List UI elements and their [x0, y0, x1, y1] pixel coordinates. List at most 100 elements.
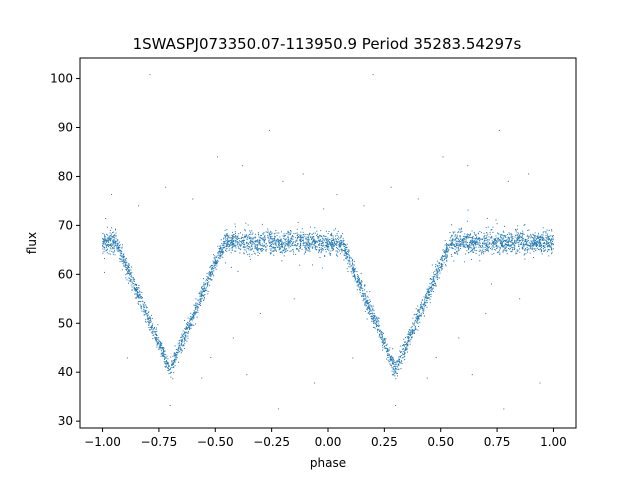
data-point [539, 245, 541, 247]
data-point [475, 241, 477, 243]
data-point [170, 368, 172, 370]
data-point [534, 236, 536, 238]
data-point [325, 245, 327, 247]
data-point [352, 268, 354, 270]
data-point [148, 324, 150, 326]
data-point [542, 246, 544, 248]
outlier-point [507, 180, 509, 182]
data-point [446, 256, 448, 258]
data-point [219, 251, 220, 253]
data-point [347, 263, 349, 265]
data-point [196, 308, 198, 310]
data-point [254, 246, 256, 248]
data-point [284, 246, 286, 248]
data-point [527, 234, 529, 236]
data-point [146, 306, 148, 308]
data-point [270, 237, 272, 239]
data-point [244, 234, 246, 236]
data-point [486, 236, 488, 238]
data-point [300, 231, 302, 233]
data-point [183, 333, 185, 335]
data-point [452, 247, 454, 249]
data-point [128, 277, 130, 279]
data-point [290, 242, 292, 244]
data-point [488, 242, 490, 244]
data-point [163, 361, 165, 363]
data-point [470, 243, 472, 245]
data-point [297, 244, 299, 246]
data-point [401, 363, 403, 365]
data-point [301, 241, 302, 243]
data-point [193, 316, 195, 318]
outlier-point [293, 298, 295, 300]
data-point [119, 251, 121, 253]
data-point [539, 243, 541, 245]
data-point [460, 227, 462, 229]
data-point [116, 240, 118, 242]
data-point [180, 348, 182, 350]
data-point [454, 234, 456, 236]
data-point [279, 236, 281, 238]
data-point [166, 360, 168, 362]
outlier-point [458, 337, 460, 339]
data-point [222, 245, 224, 247]
data-point [247, 244, 249, 246]
data-point [177, 348, 179, 350]
data-point [292, 245, 294, 247]
data-point [278, 245, 280, 247]
data-point [179, 343, 181, 345]
data-point [394, 363, 396, 365]
data-point [281, 251, 283, 253]
data-point [162, 354, 164, 356]
data-point [113, 231, 115, 233]
data-point [354, 276, 356, 278]
data-point [523, 249, 525, 251]
data-point [498, 233, 500, 235]
data-point [259, 239, 261, 241]
data-point [523, 246, 525, 248]
data-point [481, 251, 483, 253]
data-point [237, 237, 239, 239]
data-point [201, 292, 203, 294]
data-point [207, 277, 209, 279]
data-point [181, 336, 183, 338]
data-point [332, 243, 334, 245]
data-point [386, 343, 388, 345]
data-point [367, 306, 369, 308]
data-point [190, 316, 192, 318]
data-point [358, 286, 360, 288]
data-point [234, 245, 236, 247]
data-point [435, 282, 437, 284]
data-point [514, 240, 516, 242]
data-point [435, 273, 437, 275]
data-point [475, 234, 477, 236]
data-point [226, 245, 228, 247]
x-tick-label: −0.25 [253, 435, 290, 449]
data-point [159, 345, 161, 347]
data-point [160, 344, 162, 346]
data-point [130, 272, 132, 274]
data-point [103, 242, 105, 244]
data-point [532, 240, 534, 242]
data-point [416, 321, 418, 323]
data-point [334, 243, 336, 245]
data-point [454, 244, 456, 246]
data-point [203, 290, 205, 292]
data-point [258, 248, 260, 250]
data-point [498, 240, 500, 242]
data-point [551, 238, 553, 240]
data-point [127, 269, 129, 271]
data-point [322, 238, 324, 240]
data-point [503, 235, 505, 237]
data-point [382, 336, 384, 338]
data-point [470, 249, 472, 251]
data-point [134, 288, 136, 290]
chart-title: 1SWASPJ073350.07-113950.9 Period 35283.5… [133, 35, 522, 53]
data-point [267, 228, 269, 230]
data-point [375, 322, 377, 324]
data-point [441, 256, 443, 258]
data-point [327, 233, 329, 235]
data-point [486, 235, 488, 237]
data-point [230, 252, 232, 254]
data-point [201, 291, 203, 293]
